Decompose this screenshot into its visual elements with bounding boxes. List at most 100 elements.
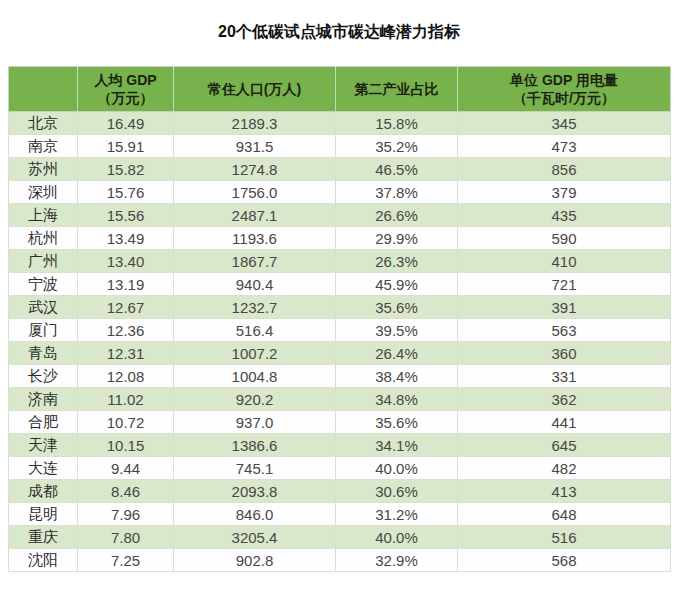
header-gdp-unit: （万元） <box>78 89 173 107</box>
table-row: 昆明 7.96 846.0 31.2% 648 <box>9 503 671 526</box>
cell-population: 1004.8 <box>174 365 336 388</box>
table-row: 长沙 12.08 1004.8 38.4% 331 <box>9 365 671 388</box>
cell-electricity-per-gdp: 590 <box>458 227 671 250</box>
table-row: 深圳 15.76 1756.0 37.8% 379 <box>9 181 671 204</box>
cell-secondary-industry-share: 35.6% <box>336 296 458 319</box>
cell-gdp-per-capita: 9.44 <box>78 457 174 480</box>
cell-population: 846.0 <box>174 503 336 526</box>
cell-secondary-industry-share: 37.8% <box>336 181 458 204</box>
table-row: 苏州 15.82 1274.8 46.5% 856 <box>9 158 671 181</box>
cell-electricity-per-gdp: 441 <box>458 411 671 434</box>
cell-gdp-per-capita: 8.46 <box>78 480 174 503</box>
cell-gdp-per-capita: 15.91 <box>78 135 174 158</box>
cell-population: 2093.8 <box>174 480 336 503</box>
header-population-label: 常住人口(万人) <box>208 81 301 97</box>
cell-population: 931.5 <box>174 135 336 158</box>
cell-secondary-industry-share: 34.1% <box>336 434 458 457</box>
cell-city: 成都 <box>9 480 78 503</box>
cell-secondary-industry-share: 26.6% <box>336 204 458 227</box>
carbon-peak-indicators-table: 人均 GDP （万元） 常住人口(万人) 第二产业占比 单位 GDP 用电量 （… <box>8 66 671 572</box>
header-gdp-per-capita: 人均 GDP （万元） <box>78 67 174 112</box>
cell-city: 宁波 <box>9 273 78 296</box>
figure-title: 20个低碳试点城市碳达峰潜力指标 <box>0 0 678 42</box>
cell-secondary-industry-share: 45.9% <box>336 273 458 296</box>
cell-secondary-industry-share: 15.8% <box>336 112 458 135</box>
cell-gdp-per-capita: 16.49 <box>78 112 174 135</box>
cell-electricity-per-gdp: 413 <box>458 480 671 503</box>
cell-electricity-per-gdp: 568 <box>458 549 671 572</box>
cell-city: 大连 <box>9 457 78 480</box>
table-row: 天津 10.15 1386.6 34.1% 645 <box>9 434 671 457</box>
cell-electricity-per-gdp: 856 <box>458 158 671 181</box>
cell-city: 天津 <box>9 434 78 457</box>
header-electricity-label: 单位 GDP 用电量 <box>510 72 618 88</box>
cell-population: 2487.1 <box>174 204 336 227</box>
cell-city: 沈阳 <box>9 549 78 572</box>
cell-secondary-industry-share: 34.8% <box>336 388 458 411</box>
header-electricity-unit: （千瓦时/万元） <box>458 89 670 107</box>
table-row: 青岛 12.31 1007.2 26.4% 360 <box>9 342 671 365</box>
cell-secondary-industry-share: 40.0% <box>336 526 458 549</box>
cell-electricity-per-gdp: 473 <box>458 135 671 158</box>
table-row: 成都 8.46 2093.8 30.6% 413 <box>9 480 671 503</box>
cell-electricity-per-gdp: 563 <box>458 319 671 342</box>
cell-electricity-per-gdp: 645 <box>458 434 671 457</box>
cell-population: 902.8 <box>174 549 336 572</box>
table-row: 广州 13.40 1867.7 26.3% 410 <box>9 250 671 273</box>
cell-gdp-per-capita: 12.67 <box>78 296 174 319</box>
cell-electricity-per-gdp: 482 <box>458 457 671 480</box>
cell-city: 长沙 <box>9 365 78 388</box>
table-row: 上海 15.56 2487.1 26.6% 435 <box>9 204 671 227</box>
figure-page: 20个低碳试点城市碳达峰潜力指标 人均 GDP （万元） 常住人口(万人) 第二… <box>0 0 678 596</box>
cell-gdp-per-capita: 13.40 <box>78 250 174 273</box>
cell-city: 广州 <box>9 250 78 273</box>
cell-city: 北京 <box>9 112 78 135</box>
cell-gdp-per-capita: 15.76 <box>78 181 174 204</box>
cell-secondary-industry-share: 26.4% <box>336 342 458 365</box>
table-header: 人均 GDP （万元） 常住人口(万人) 第二产业占比 单位 GDP 用电量 （… <box>9 67 671 112</box>
cell-city: 南京 <box>9 135 78 158</box>
cell-city: 昆明 <box>9 503 78 526</box>
cell-city: 合肥 <box>9 411 78 434</box>
table-row: 宁波 13.19 940.4 45.9% 721 <box>9 273 671 296</box>
header-electricity-per-gdp: 单位 GDP 用电量 （千瓦时/万元） <box>458 67 671 112</box>
cell-secondary-industry-share: 26.3% <box>336 250 458 273</box>
cell-city: 杭州 <box>9 227 78 250</box>
table-row: 北京 16.49 2189.3 15.8% 345 <box>9 112 671 135</box>
cell-city: 深圳 <box>9 181 78 204</box>
table-row: 合肥 10.72 937.0 35.6% 441 <box>9 411 671 434</box>
cell-population: 516.4 <box>174 319 336 342</box>
cell-gdp-per-capita: 10.72 <box>78 411 174 434</box>
cell-population: 3205.4 <box>174 526 336 549</box>
cell-secondary-industry-share: 38.4% <box>336 365 458 388</box>
cell-electricity-per-gdp: 360 <box>458 342 671 365</box>
cell-gdp-per-capita: 12.31 <box>78 342 174 365</box>
cell-population: 920.2 <box>174 388 336 411</box>
cell-secondary-industry-share: 31.2% <box>336 503 458 526</box>
cell-city: 厦门 <box>9 319 78 342</box>
table-row: 杭州 13.49 1193.6 29.9% 590 <box>9 227 671 250</box>
table-row: 大连 9.44 745.1 40.0% 482 <box>9 457 671 480</box>
table-row: 南京 15.91 931.5 35.2% 473 <box>9 135 671 158</box>
cell-gdp-per-capita: 15.82 <box>78 158 174 181</box>
table-row: 重庆 7.80 3205.4 40.0% 516 <box>9 526 671 549</box>
cell-population: 1386.6 <box>174 434 336 457</box>
cell-population: 937.0 <box>174 411 336 434</box>
cell-city: 青岛 <box>9 342 78 365</box>
header-gdp-label: 人均 GDP <box>94 72 156 88</box>
cell-electricity-per-gdp: 345 <box>458 112 671 135</box>
cell-population: 1007.2 <box>174 342 336 365</box>
cell-population: 2189.3 <box>174 112 336 135</box>
cell-secondary-industry-share: 40.0% <box>336 457 458 480</box>
cell-population: 1756.0 <box>174 181 336 204</box>
cell-electricity-per-gdp: 391 <box>458 296 671 319</box>
cell-city: 济南 <box>9 388 78 411</box>
header-city-blank <box>9 67 78 112</box>
cell-gdp-per-capita: 7.25 <box>78 549 174 572</box>
cell-gdp-per-capita: 12.08 <box>78 365 174 388</box>
cell-gdp-per-capita: 10.15 <box>78 434 174 457</box>
cell-gdp-per-capita: 13.19 <box>78 273 174 296</box>
cell-gdp-per-capita: 7.80 <box>78 526 174 549</box>
cell-gdp-per-capita: 7.96 <box>78 503 174 526</box>
cell-secondary-industry-share: 32.9% <box>336 549 458 572</box>
